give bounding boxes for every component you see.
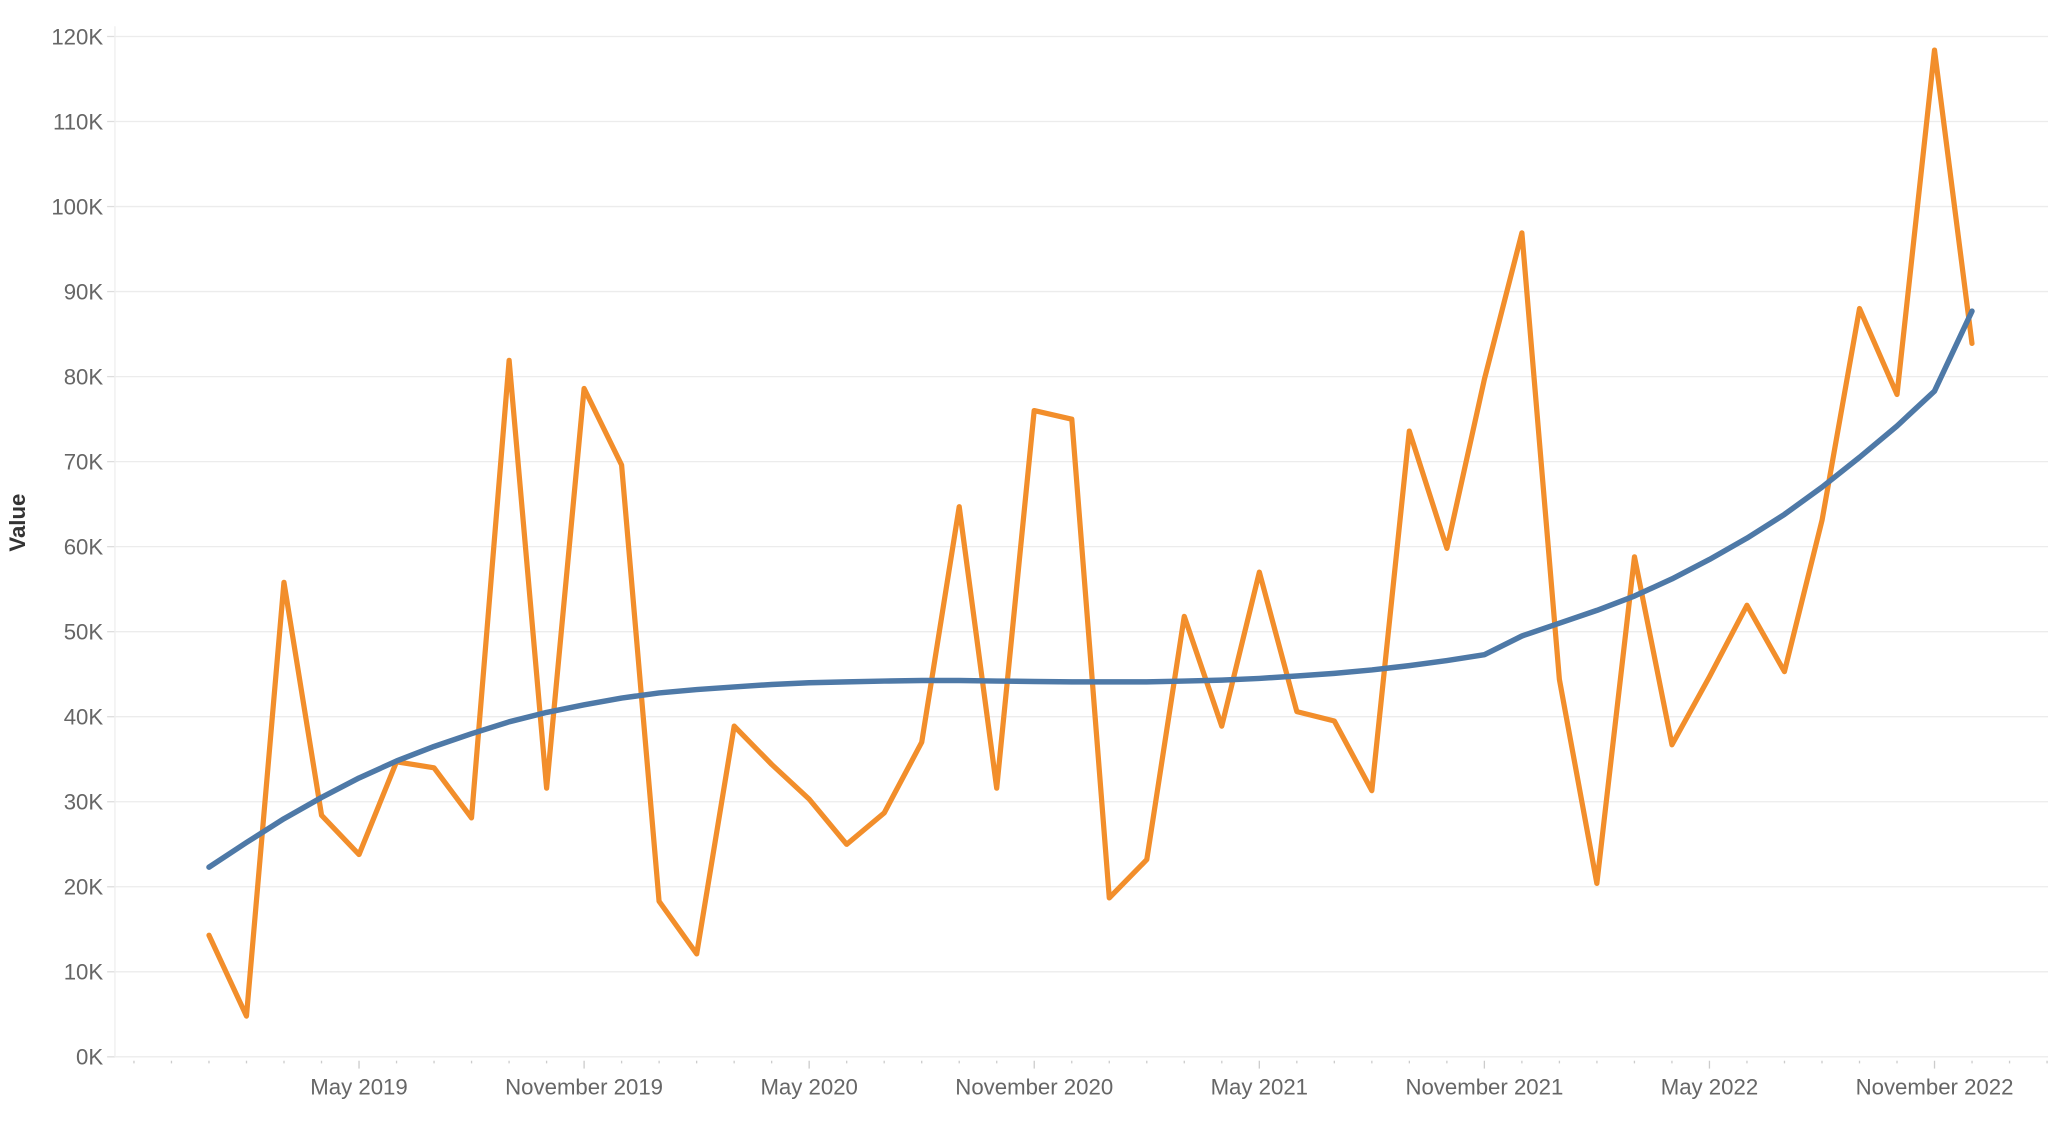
y-axis: 0K 10K 20K 30K 40K 50K 60K 70K 80K 90K 100K 110K 120… (51, 24, 116, 1070)
x-tick-label: May 2022 (1661, 1075, 1758, 1100)
y-tick-label: 110K (53, 109, 103, 134)
x-tick-label: May 2020 (760, 1075, 857, 1100)
y-tick-label: 50K (64, 620, 104, 645)
trend-line (206, 308, 1975, 870)
y-tick-label: 20K (64, 875, 104, 900)
x-tick-label: November 2021 (1405, 1075, 1563, 1100)
x-tick-label: May 2021 (1211, 1075, 1308, 1100)
x-tick-label: November 2020 (955, 1075, 1113, 1100)
value-line (206, 47, 1975, 1019)
series-lines (206, 47, 1975, 1019)
y-tick-label: 30K (64, 790, 104, 815)
y-tick-label: 80K (64, 364, 104, 389)
y-tick-label: 90K (64, 279, 104, 304)
y-tick-label: 10K (64, 960, 104, 985)
y-tick-label: 120K (51, 24, 103, 49)
y-tick-label: 70K (64, 449, 104, 474)
x-axis: May 2019 November 2019 May 2020 November 20… (133, 1060, 2048, 1100)
x-tick-label: May 2019 (310, 1075, 407, 1100)
y-tick-label: 100K (51, 194, 103, 219)
gridlines (114, 35, 2048, 1058)
y-tick-label: 0K (76, 1045, 103, 1070)
x-tick-label: November 2022 (1856, 1075, 2014, 1100)
y-tick-label: 60K (64, 534, 104, 559)
y-axis-title: Value (5, 494, 30, 552)
x-tick-label: November 2019 (505, 1075, 663, 1100)
y-tick-label: 40K (64, 705, 104, 730)
